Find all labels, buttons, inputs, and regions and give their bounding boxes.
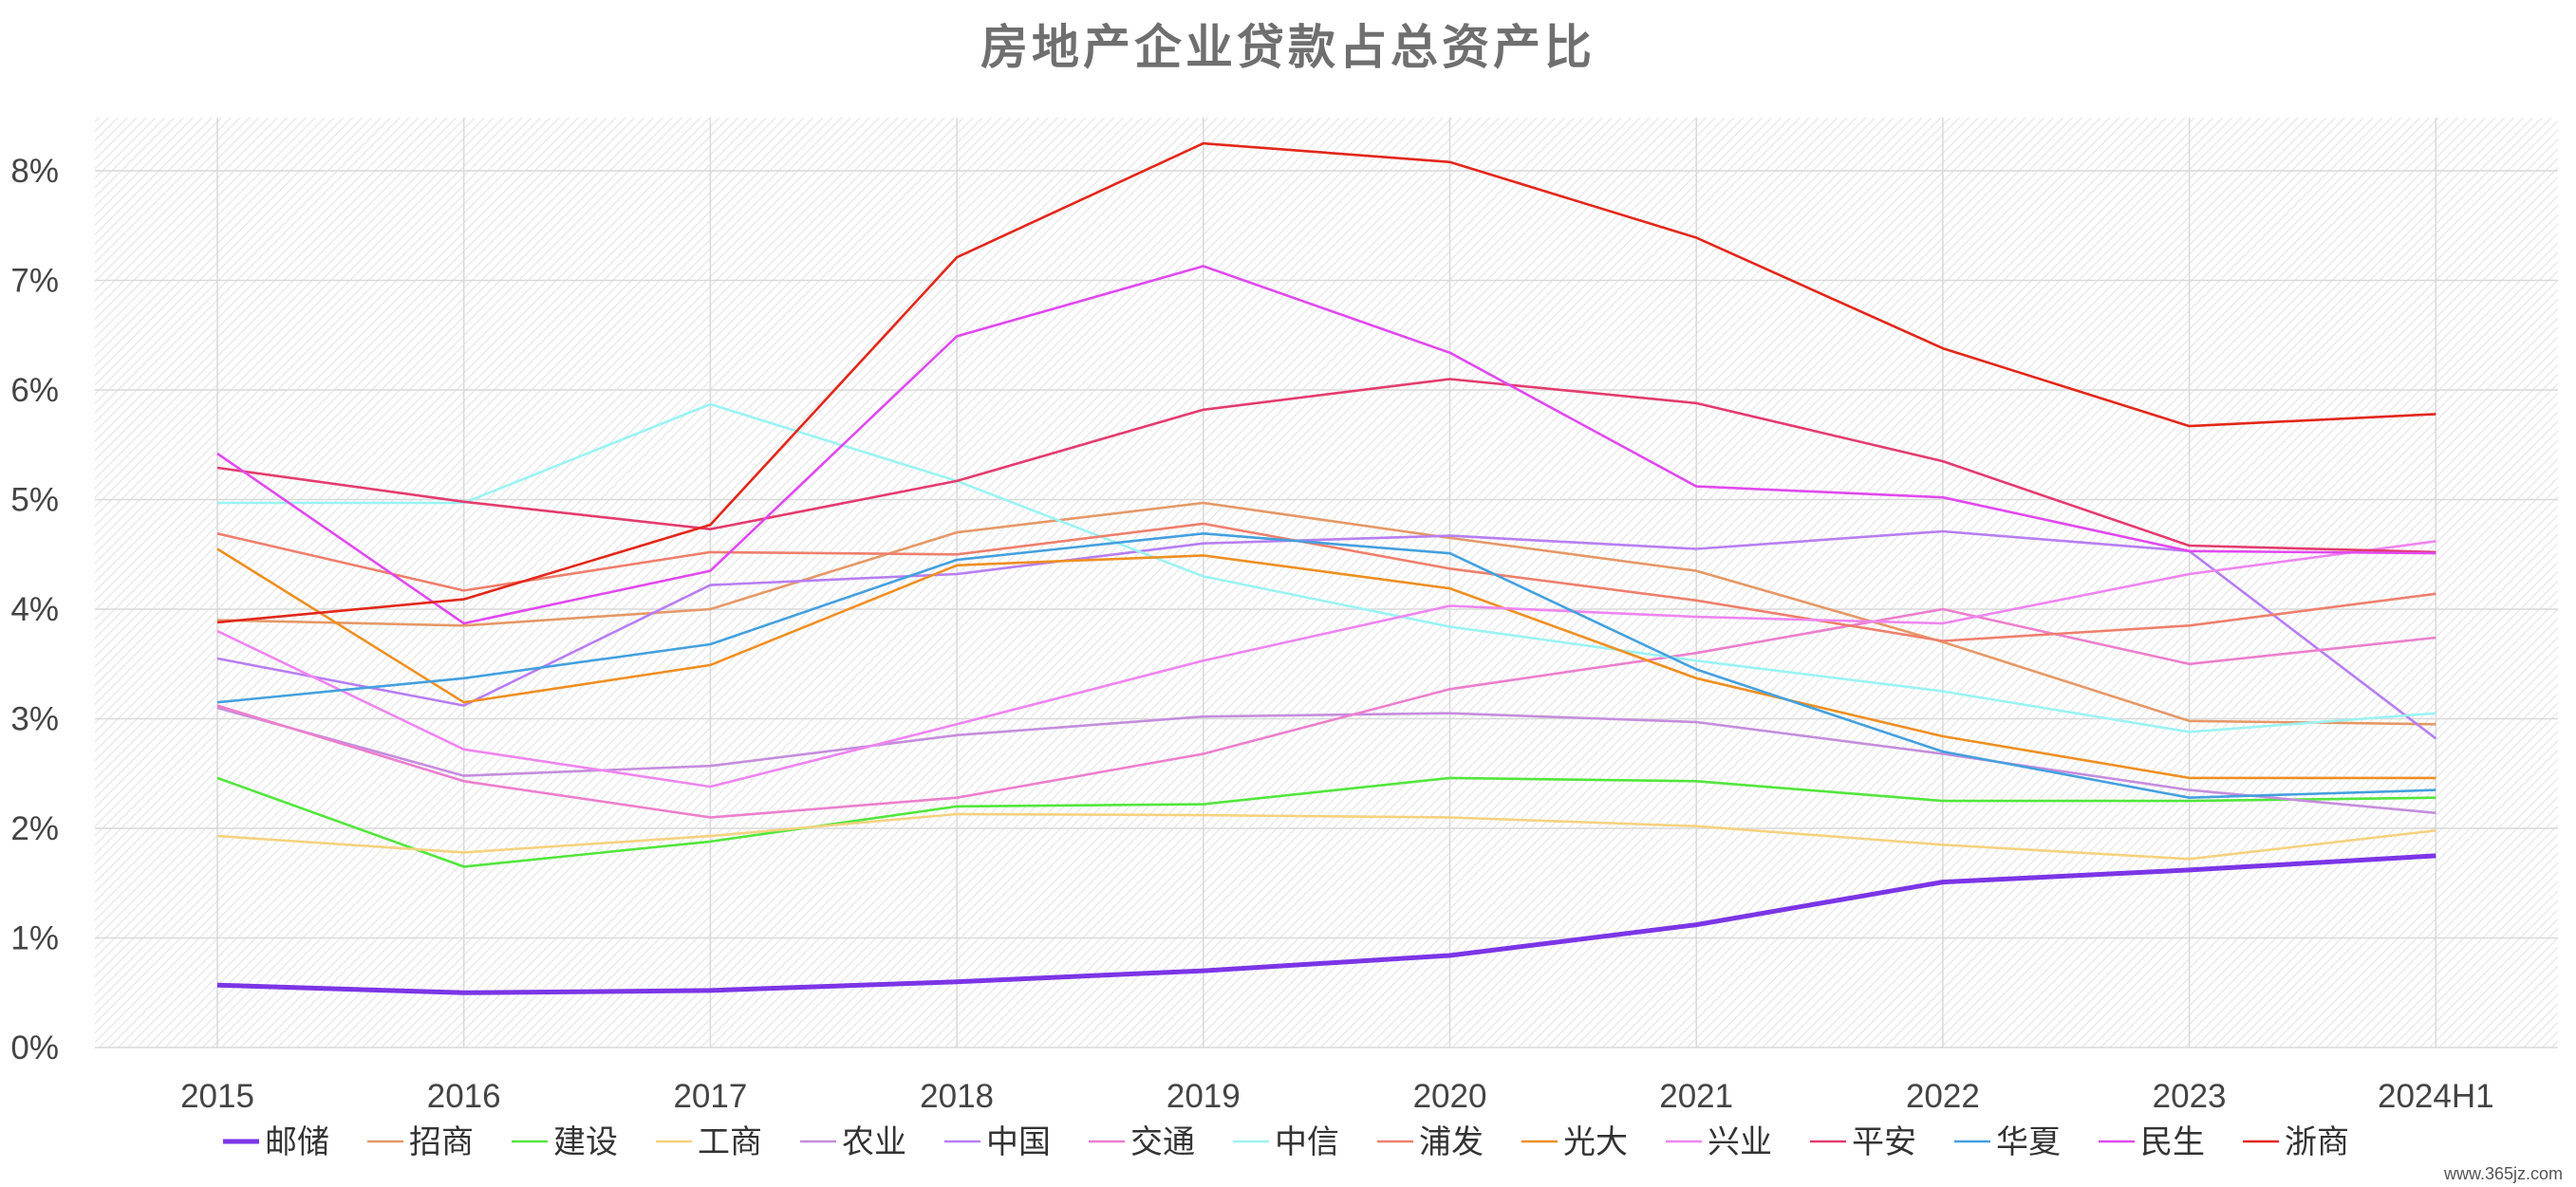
legend-label: 农业 (842, 1123, 906, 1161)
series-line-7 (216, 607, 2436, 819)
x-tick-label: 2017 (673, 1078, 747, 1115)
watermark: www.365jz.com (2443, 1164, 2563, 1183)
series-line-14 (216, 265, 2436, 625)
series-line-5 (216, 706, 2436, 815)
series-line-15 (216, 141, 2436, 624)
legend-label: 华夏 (1996, 1123, 2061, 1161)
legend-label: 浙商 (2285, 1123, 2349, 1161)
legend: 邮储 招商 建设 工商 农业 中国 交通 中信 浦发 光大 兴业 平安 华夏 民生 浙商 (223, 1123, 2349, 1161)
series-line-1 (216, 853, 2436, 995)
series-line-6 (216, 529, 2437, 740)
legend-label: 中国 (986, 1123, 1051, 1161)
legend-label: 平安 (1852, 1123, 1916, 1161)
x-axis: 2015 2016 2017 2018 2019 2020 2021 2022 2023 2024… (180, 1078, 2494, 1115)
series-line-4 (216, 812, 2436, 861)
y-tick-label: 1% (10, 920, 59, 957)
y-tick-label: 2% (10, 810, 59, 847)
x-tick-label: 2024H1 (2378, 1078, 2494, 1115)
series-line-11 (216, 540, 2436, 788)
x-tick-label: 2022 (1906, 1078, 1980, 1115)
x-tick-label: 2021 (1659, 1078, 1733, 1115)
series-line-2 (216, 501, 2436, 726)
y-tick-label: 7% (10, 263, 59, 300)
legend-label: 邮储 (265, 1123, 329, 1161)
y-tick-label: 0% (10, 1029, 59, 1066)
legend-label: 交通 (1130, 1123, 1195, 1161)
legend-label: 建设 (553, 1123, 618, 1161)
y-axis: 0% 1% 2% 3% 4% 5% 6% 7% 8% (10, 153, 59, 1066)
y-tick-label: 3% (10, 701, 59, 738)
series-line-8 (217, 402, 2436, 733)
series-lines (216, 141, 2437, 995)
series-line-9 (216, 522, 2436, 642)
y-tick-label: 4% (10, 591, 59, 628)
legend-label: 招商 (409, 1123, 474, 1161)
chart-title: 房地产企业贷款占总资产比 (980, 19, 1596, 75)
x-tick-label: 2023 (2153, 1078, 2227, 1115)
x-tick-label: 2019 (1167, 1078, 1241, 1115)
legend-label: 光大 (1563, 1123, 1628, 1161)
x-tick-label: 2020 (1413, 1078, 1487, 1115)
x-tick-label: 2016 (427, 1078, 501, 1115)
x-tick-label: 2015 (180, 1078, 254, 1115)
y-tick-label: 5% (10, 482, 59, 519)
legend-label: 浦发 (1419, 1123, 1484, 1161)
series-line-13 (216, 531, 2436, 800)
legend-label: 工商 (698, 1123, 762, 1161)
gridlines (95, 118, 2558, 1048)
legend-label: 中信 (1275, 1123, 1339, 1161)
series-line-3 (216, 776, 2436, 868)
y-tick-label: 8% (10, 153, 59, 190)
y-tick-label: 6% (10, 372, 59, 409)
legend-label: 民生 (2140, 1123, 2205, 1161)
legend-label: 兴业 (1708, 1123, 1772, 1161)
series-line-12 (216, 378, 2436, 554)
series-line-10 (216, 547, 2436, 780)
x-tick-label: 2018 (920, 1078, 994, 1115)
